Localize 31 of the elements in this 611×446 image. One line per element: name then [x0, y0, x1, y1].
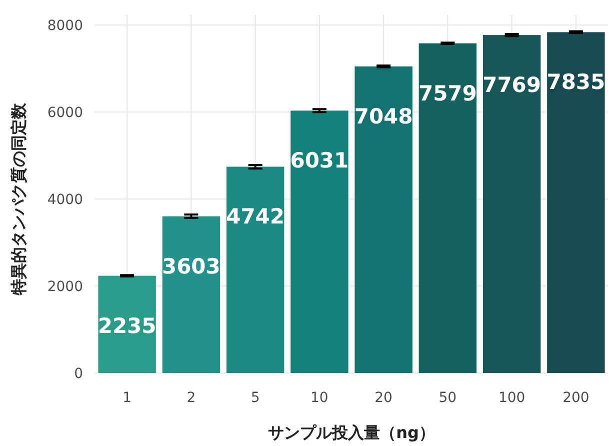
data-label: 7835: [546, 70, 606, 94]
x-tick-label: 10: [310, 390, 328, 406]
data-label: 7579: [418, 81, 477, 106]
data-label: 2235: [98, 314, 156, 338]
x-tick-label: 100: [498, 390, 526, 406]
x-axis-title: サンプル投入量（ng）: [268, 423, 435, 442]
data-label: 3603: [162, 254, 220, 278]
x-tick-label: 1: [122, 390, 132, 406]
bar: [418, 43, 477, 373]
y-tick-label: 0: [74, 366, 83, 382]
y-tick-label: 2000: [47, 279, 83, 295]
x-tick-label: 20: [374, 390, 392, 406]
x-tick-label: 5: [250, 390, 260, 406]
bar: [547, 32, 605, 373]
bar: [98, 276, 156, 373]
x-tick-label: 2: [186, 390, 196, 406]
y-tick-label: 8000: [47, 18, 83, 34]
x-tick-label: 50: [438, 390, 457, 406]
data-label: 6031: [290, 148, 349, 173]
bar: [354, 66, 412, 373]
bar: [226, 166, 284, 373]
y-tick-label: 6000: [47, 105, 83, 121]
y-tick-label: 4000: [47, 192, 83, 208]
data-label: 7048: [354, 104, 413, 128]
data-label: 7769: [482, 73, 542, 98]
bar: [482, 35, 541, 373]
y-axis-title: 特異的タンパク質の同定数: [9, 102, 28, 296]
bar: [290, 110, 348, 373]
data-label: 4742: [226, 204, 285, 229]
bar: [162, 216, 220, 373]
x-tick-label: 200: [562, 390, 590, 406]
